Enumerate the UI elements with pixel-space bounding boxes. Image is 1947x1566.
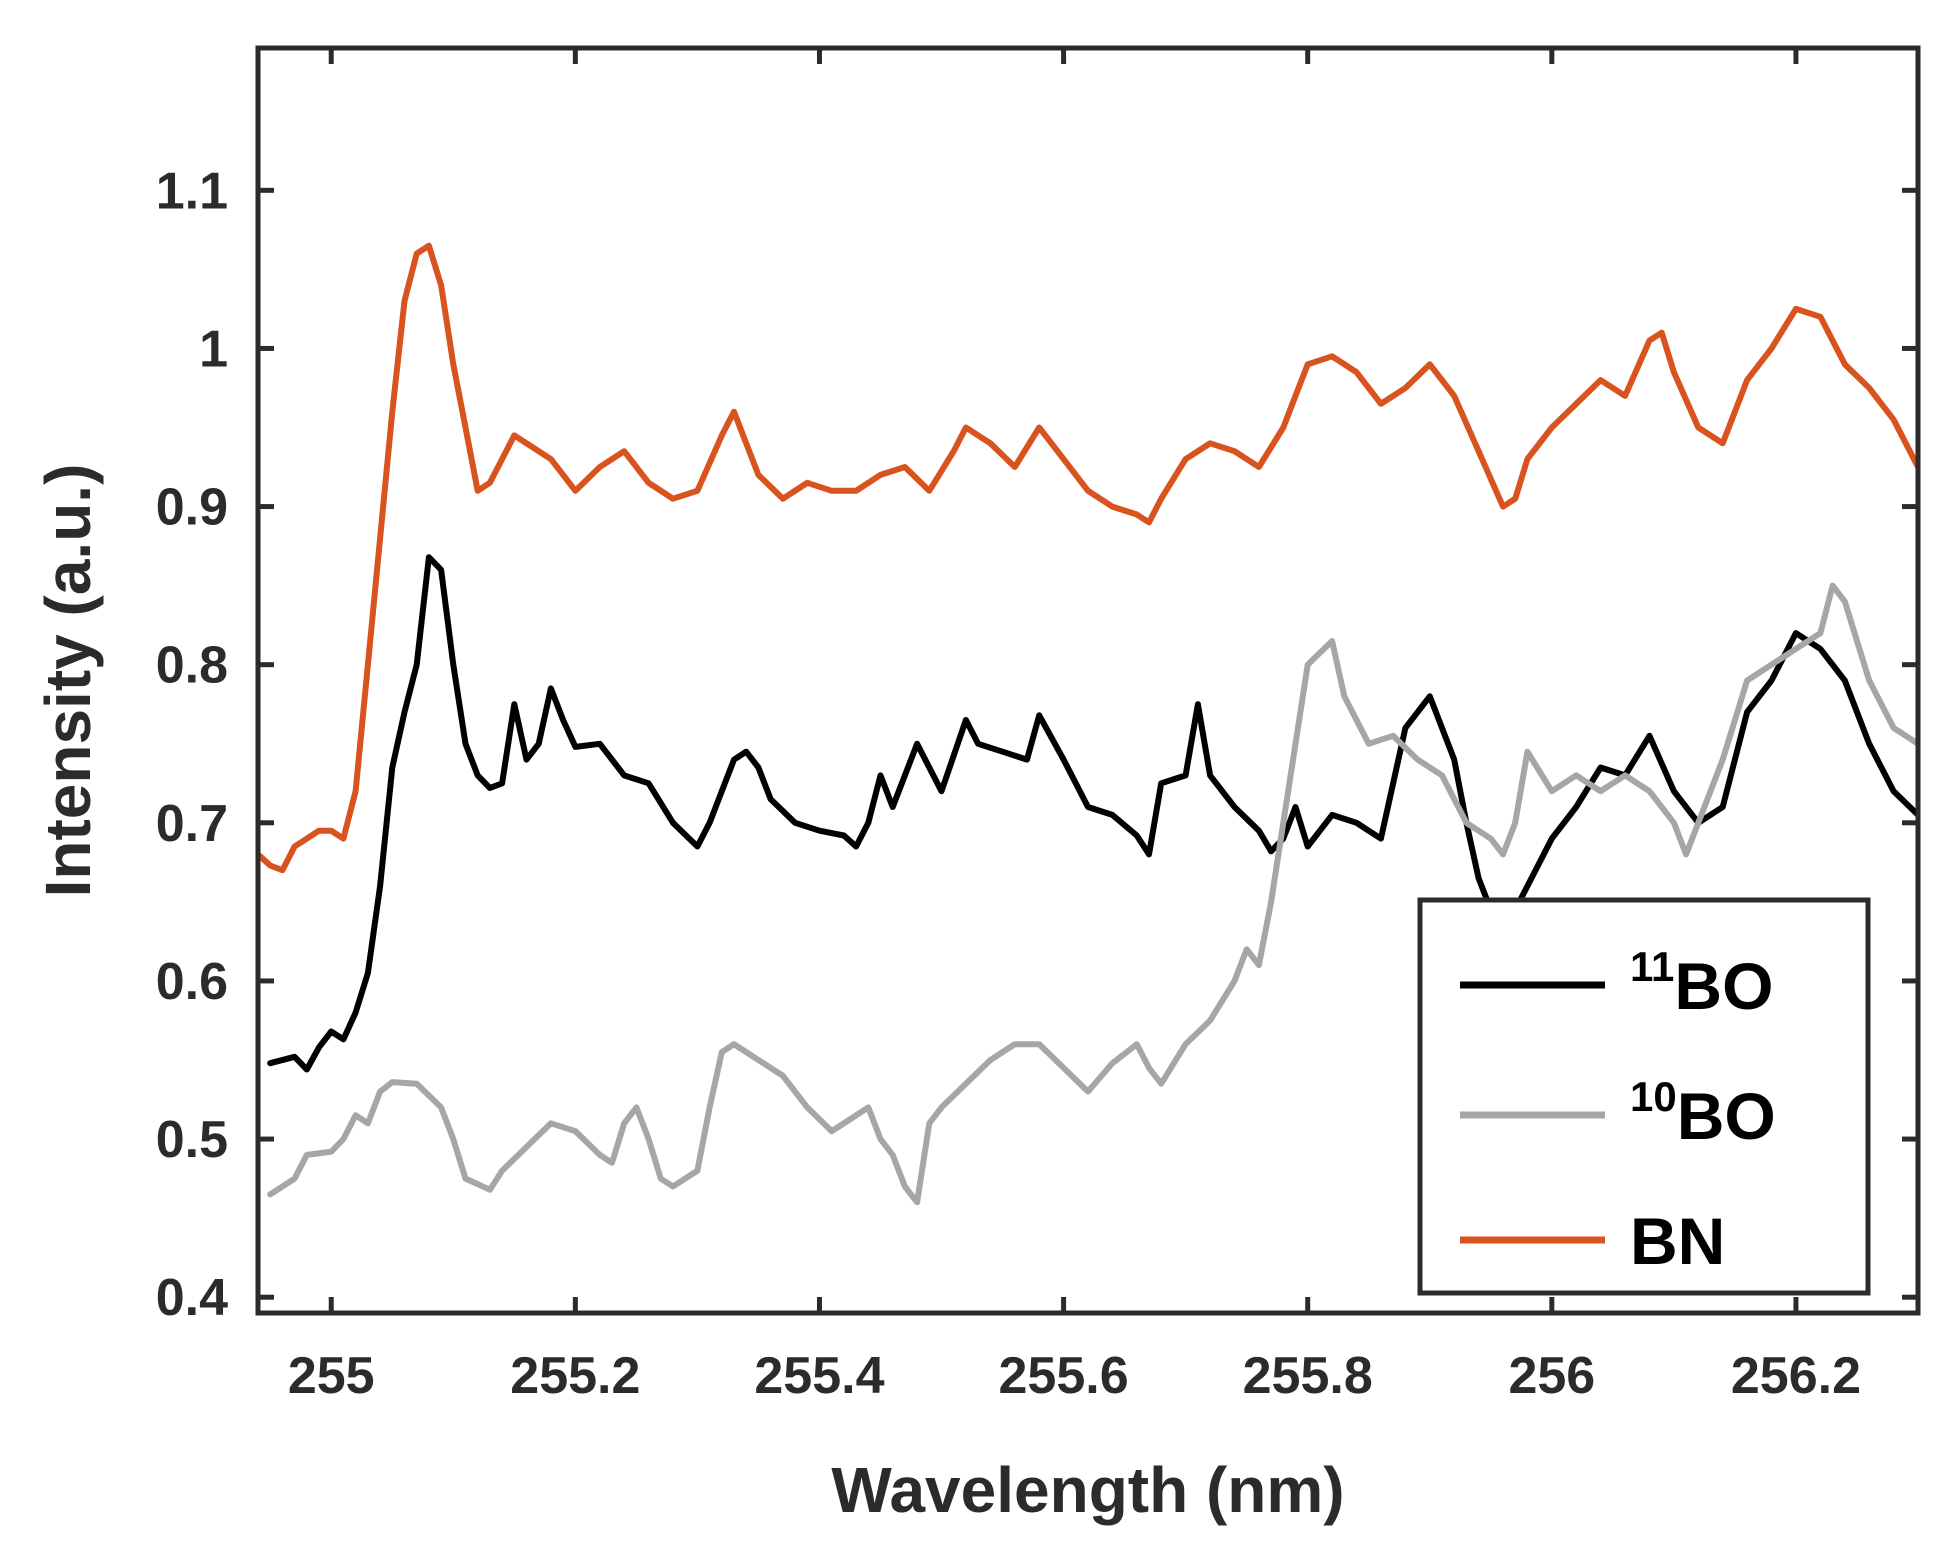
x-tick-label: 255.4	[754, 1347, 884, 1405]
y-tick-label: 0.5	[156, 1111, 228, 1169]
series-layer	[258, 242, 1918, 1206]
y-tick-label: 0.6	[156, 953, 228, 1011]
x-tick-label: 255	[288, 1347, 375, 1405]
x-tick-label: 256.2	[1731, 1347, 1861, 1405]
y-tick-label: 1	[199, 320, 228, 378]
x-tick-label: 255.8	[1243, 1347, 1373, 1405]
x-tick-label: 255.6	[999, 1347, 1129, 1405]
x-axis: 255 255.2 255.4 255.6 255.8 256 256.2	[288, 48, 1861, 1405]
y-tick-label: 1.1	[156, 162, 228, 220]
series-line-11bo	[267, 554, 1918, 1073]
y-tick-label: 0.7	[156, 795, 228, 853]
y-axis-title: Intensity (a.u.)	[32, 464, 104, 898]
legend-label-11bo: 11BO	[1630, 943, 1773, 1023]
y-tick-label: 0.8	[156, 637, 228, 695]
y-tick-label: 0.4	[156, 1269, 228, 1327]
y-axis: 0.4 0.5 0.6 0.7 0.8 0.9 1 1.1	[156, 162, 1918, 1327]
series-line-10bo	[267, 582, 1918, 1206]
plot-frame	[255, 45, 1921, 1316]
series-line-bn	[258, 242, 1918, 874]
y-tick-label: 0.9	[156, 479, 228, 537]
legend-box	[1417, 897, 1871, 1296]
legend-label-10bo: 10BO	[1630, 1073, 1776, 1153]
x-axis-title: Wavelength (nm)	[831, 1454, 1344, 1526]
legend: 11BO 10BO BN	[1417, 897, 1871, 1296]
x-tick-label: 255.2	[510, 1347, 640, 1405]
x-tick-label: 256	[1508, 1347, 1595, 1405]
legend-label-bn: BN	[1630, 1204, 1725, 1278]
